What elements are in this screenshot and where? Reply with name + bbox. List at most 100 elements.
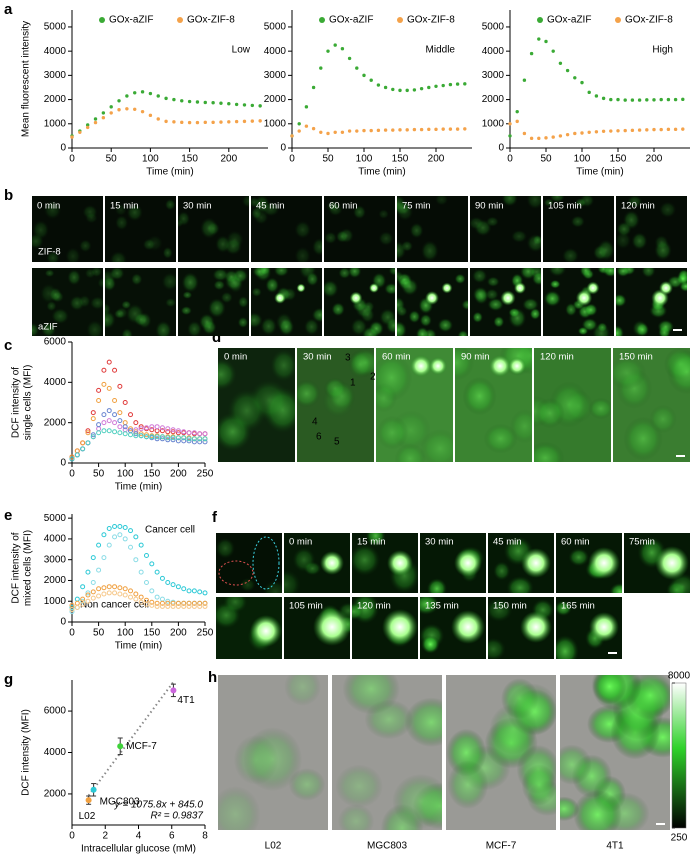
cell-line-label: MCF-7 xyxy=(486,841,517,852)
data-point xyxy=(616,129,620,133)
data-point xyxy=(159,575,165,581)
cell xyxy=(501,196,518,207)
cell xyxy=(470,216,485,230)
data-point xyxy=(69,609,75,615)
x-tick-label: 6 xyxy=(169,831,175,842)
data-point xyxy=(117,99,121,103)
cell xyxy=(312,238,322,256)
data-point xyxy=(340,130,345,134)
data-point xyxy=(227,120,231,124)
data-point xyxy=(80,596,86,602)
data-point xyxy=(551,135,555,139)
data-point xyxy=(191,600,197,606)
cell xyxy=(270,349,295,382)
data-point xyxy=(637,98,642,102)
cell xyxy=(508,307,527,329)
panel-letter: b xyxy=(4,187,13,204)
cell xyxy=(297,379,321,408)
x-tick-label: 100 xyxy=(117,469,134,480)
data-point xyxy=(659,97,663,102)
legend-marker xyxy=(537,17,543,23)
cell xyxy=(337,803,375,830)
data-point xyxy=(508,122,512,126)
data-point xyxy=(74,604,80,610)
data-point xyxy=(117,108,121,112)
panel-letter: d xyxy=(212,329,221,346)
data-point xyxy=(85,430,91,436)
cells xyxy=(616,268,687,336)
data-point xyxy=(681,97,685,102)
data-point xyxy=(90,410,96,416)
bright-cell xyxy=(655,546,689,580)
cell xyxy=(404,697,442,748)
cells xyxy=(218,349,295,452)
data-point xyxy=(258,119,262,123)
data-point xyxy=(85,569,91,575)
data-point xyxy=(165,600,171,606)
cell xyxy=(549,279,561,289)
micrograph xyxy=(251,196,322,262)
cell xyxy=(105,310,116,330)
data-point xyxy=(175,584,181,590)
data-point xyxy=(419,127,424,132)
data-point xyxy=(101,367,107,373)
cell xyxy=(165,297,176,308)
data-point xyxy=(434,84,438,88)
data-point xyxy=(96,387,102,393)
data-point xyxy=(419,86,424,91)
data-point xyxy=(508,134,512,138)
data-point xyxy=(340,47,345,51)
cell xyxy=(485,288,499,301)
x-tick-label: 150 xyxy=(143,469,160,480)
data-point xyxy=(616,97,620,102)
cells xyxy=(568,547,622,593)
micrograph xyxy=(624,533,690,593)
cell xyxy=(241,196,249,208)
micrograph xyxy=(556,597,622,659)
y-tick-label: 3000 xyxy=(44,70,67,81)
cells xyxy=(32,200,98,262)
data-point xyxy=(580,80,584,85)
cell xyxy=(549,196,566,203)
data-point xyxy=(601,129,606,133)
data-point xyxy=(181,603,187,609)
data-point xyxy=(154,600,160,606)
cell xyxy=(105,276,116,292)
data-point xyxy=(69,607,75,613)
data-point xyxy=(197,436,203,442)
data-point xyxy=(347,129,352,133)
data-point xyxy=(645,128,649,132)
cell xyxy=(121,328,133,336)
data-point xyxy=(202,590,208,596)
cell xyxy=(472,286,489,302)
bright-cell xyxy=(588,547,620,579)
point-label: MGC803 xyxy=(100,796,140,807)
data-point xyxy=(522,131,527,136)
data-point xyxy=(154,428,160,434)
micrograph xyxy=(324,268,395,336)
time-label: 150 min xyxy=(619,352,653,363)
data-point xyxy=(558,61,563,65)
cell xyxy=(613,356,647,390)
x-tick-label: 150 xyxy=(181,154,198,165)
bright-cell xyxy=(296,283,306,293)
time-label: 105 min xyxy=(548,201,582,212)
bright-cell xyxy=(451,610,485,644)
data-point xyxy=(529,51,534,56)
data-point xyxy=(85,428,91,434)
bright-cell xyxy=(313,608,350,646)
cell xyxy=(40,283,58,304)
cell xyxy=(420,240,439,262)
cell xyxy=(85,212,98,224)
data-point xyxy=(85,440,91,446)
data-point xyxy=(80,440,86,446)
cell xyxy=(212,268,229,282)
data-point xyxy=(369,128,373,133)
data-point xyxy=(80,601,86,607)
cell xyxy=(155,320,172,336)
y-tick-label: 0 xyxy=(60,458,66,469)
data-point xyxy=(159,434,165,440)
data-point xyxy=(165,426,171,432)
data-point xyxy=(101,532,107,538)
